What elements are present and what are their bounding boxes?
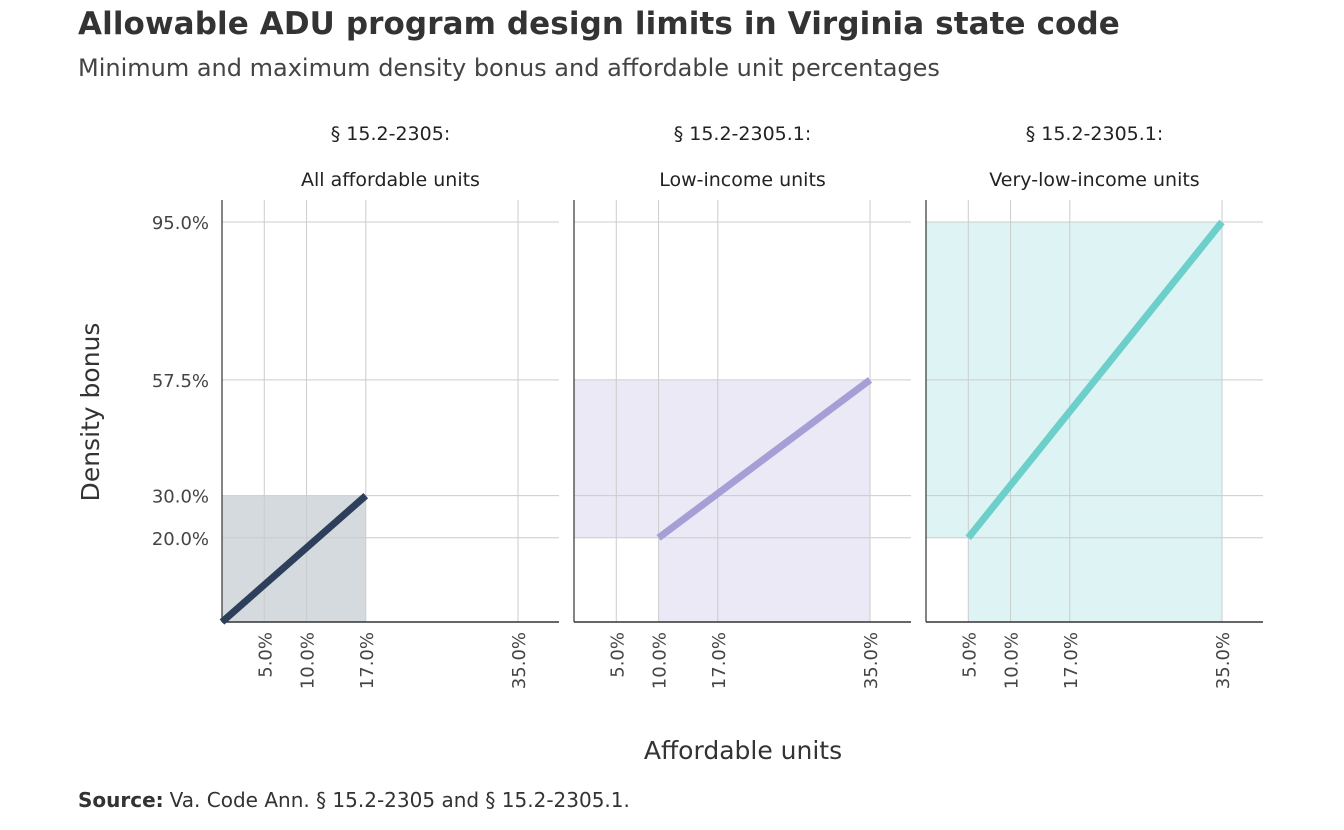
- source-label: Source:: [78, 788, 164, 812]
- facet-label-1-line1: § 15.2-2305:: [331, 123, 450, 145]
- x-axis-title: Affordable units: [644, 736, 842, 765]
- y-tick-label: 95.0%: [152, 213, 209, 234]
- facet-label-2-line1: § 15.2-2305.1:: [674, 123, 812, 145]
- x-tick-label: 35.0%: [861, 632, 882, 689]
- series-line-2: [656, 377, 873, 541]
- region-fill-2: [574, 379, 870, 538]
- source-text: Va. Code Ann. § 15.2-2305 and § 15.2-230…: [169, 788, 630, 812]
- facet-label-3-line1: § 15.2-2305.1:: [1026, 123, 1164, 145]
- x-tick-label: 17.0%: [357, 632, 378, 689]
- x-tick-label: 5.0%: [255, 632, 276, 678]
- region-fill-2-b: [658, 537, 870, 622]
- x-tick-label: 10.0%: [1002, 632, 1023, 689]
- series-line-3: [965, 219, 1225, 540]
- region-fill-3-b: [968, 537, 1222, 622]
- y-tick-label: 20.0%: [152, 529, 209, 550]
- x-tick-label: 35.0%: [509, 632, 530, 689]
- x-tick-label: 5.0%: [607, 632, 628, 678]
- x-tick-label: 10.0%: [298, 632, 319, 689]
- y-axis-title: Density bonus: [76, 323, 105, 502]
- x-tick-label: 17.0%: [709, 632, 730, 689]
- facet-label-2-line2: Low-income units: [659, 169, 826, 191]
- x-tick-label: 5.0%: [959, 632, 980, 678]
- y-tick-label: 30.0%: [152, 487, 209, 508]
- x-tick-label: 10.0%: [650, 632, 671, 689]
- y-tick-label: 57.5%: [152, 371, 209, 392]
- x-tick-label: 17.0%: [1061, 632, 1082, 689]
- source-note: Source: Va. Code Ann. § 15.2-2305 and § 1…: [78, 788, 630, 812]
- facet-label-3-line2: Very-low-income units: [989, 169, 1199, 191]
- chart-title: Allowable ADU program design limits in V…: [78, 6, 1120, 42]
- series-line-1: [219, 493, 369, 625]
- facet-label-1-line2: All affordable units: [301, 169, 480, 191]
- chart-subtitle: Minimum and maximum density bonus and af…: [78, 54, 940, 82]
- x-tick-label: 35.0%: [1213, 632, 1234, 689]
